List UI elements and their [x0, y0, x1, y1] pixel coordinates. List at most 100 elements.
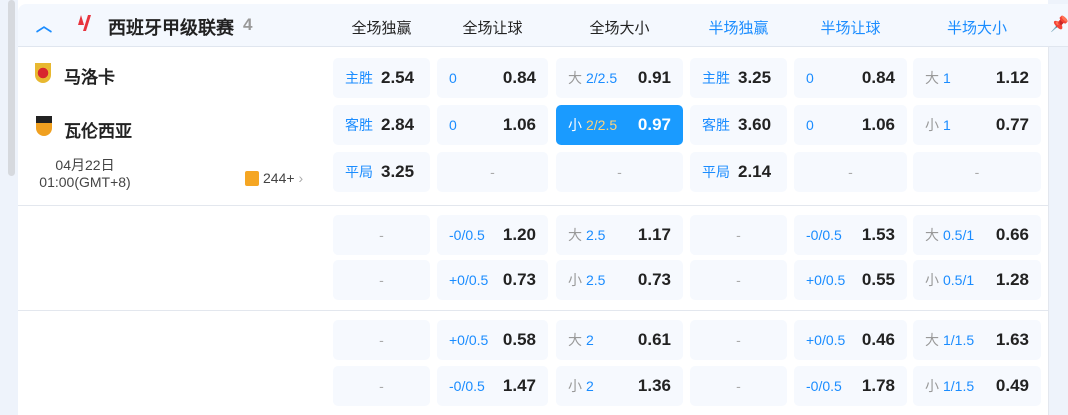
league-header — [18, 4, 1068, 47]
odds-value: 0.55 — [861, 270, 895, 289]
odds-value: 3.25 — [381, 162, 415, 181]
over-under-prefix: 小 — [925, 378, 939, 394]
odds-line: 客胜 — [345, 117, 373, 133]
odds-line: 0 — [449, 70, 457, 86]
odds-value: 2.84 — [381, 115, 415, 134]
odds-cell-empty: - — [333, 260, 430, 300]
odds-cell[interactable]: 大 2.5 1.17 — [556, 215, 683, 255]
odds-cell[interactable]: +0/0.5 0.73 — [437, 260, 548, 300]
pin-icon[interactable]: 📌 — [1050, 16, 1068, 33]
odds-value: 3.25 — [738, 68, 772, 87]
home-team-crest-icon — [35, 63, 51, 83]
odds-cell[interactable]: 平局 2.14 — [690, 152, 787, 192]
odds-value: 2.54 — [381, 68, 415, 87]
odds-cell-empty: - — [333, 320, 430, 360]
more-markets-link[interactable]: 244+ › — [245, 170, 303, 186]
odds-cell[interactable]: 0 0.84 — [437, 58, 548, 98]
odds-cell[interactable]: 0 1.06 — [794, 105, 907, 145]
match-time: 01:00(GMT+8) — [39, 174, 131, 190]
odds-cell[interactable]: 小 0.5/1 1.28 — [913, 260, 1041, 300]
odds-line: 0.5/1 — [943, 227, 975, 243]
empty-dash: - — [379, 227, 384, 243]
odds-cell[interactable]: 客胜 3.60 — [690, 105, 787, 145]
odds-cell[interactable]: 小 2 1.36 — [556, 366, 683, 406]
odds-value: 0.97 — [637, 115, 671, 134]
odds-value: 1.12 — [995, 68, 1029, 87]
odds-cell-empty: - — [690, 366, 787, 406]
odds-cell[interactable]: 大 1 1.12 — [913, 58, 1041, 98]
odds-value: 0.77 — [995, 115, 1029, 134]
odds-cell[interactable]: 平局 3.25 — [333, 152, 430, 192]
league-name[interactable]: 西班牙甲级联赛 — [108, 18, 234, 38]
odds-cell[interactable]: 小 1/1.5 0.49 — [913, 366, 1041, 406]
away-team-name[interactable]: 瓦伦西亚 — [64, 122, 132, 141]
laliga-logo-icon — [78, 15, 91, 31]
odds-line: +0/0.5 — [449, 272, 489, 288]
odds-cell-empty: - — [690, 260, 787, 300]
empty-dash: - — [379, 332, 384, 348]
over-under-prefix: 大 — [925, 70, 939, 86]
odds-cell[interactable]: -0/0.5 1.47 — [437, 366, 548, 406]
odds-cell[interactable]: 大 1/1.5 1.63 — [913, 320, 1041, 360]
odds-cell[interactable]: 小 2.5 0.73 — [556, 260, 683, 300]
odds-cell[interactable]: 客胜 2.84 — [333, 105, 430, 145]
odds-cell-empty: - — [437, 152, 548, 192]
collapse-chevron-icon[interactable]: ︿ — [36, 18, 53, 35]
league-match-count: 4 — [243, 15, 253, 34]
odds-line: +0/0.5 — [449, 332, 489, 348]
odds-cell[interactable]: +0/0.5 0.55 — [794, 260, 907, 300]
odds-cell[interactable]: -0/0.5 1.53 — [794, 215, 907, 255]
odds-cell[interactable]: 小 2/2.5 0.97 — [556, 105, 683, 145]
odds-line: 2/2.5 — [586, 70, 618, 86]
column-header: 全场大小 — [589, 20, 650, 37]
odds-value: 0.46 — [861, 330, 895, 349]
markets-count: 244+ — [263, 170, 295, 186]
odds-value: 1.36 — [637, 376, 671, 395]
divider — [18, 205, 1048, 206]
odds-cell-empty: - — [333, 215, 430, 255]
odds-value: 0.61 — [637, 330, 671, 349]
odds-line: -0/0.5 — [806, 227, 842, 243]
odds-line: 平局 — [345, 164, 373, 180]
odds-value: 0.66 — [995, 225, 1029, 244]
match-date: 04月22日 — [55, 157, 115, 173]
odds-line: 2.5 — [586, 227, 606, 243]
odds-cell[interactable]: 大 2 0.61 — [556, 320, 683, 360]
over-under-prefix: 小 — [568, 117, 582, 133]
odds-cell[interactable]: 主胜 2.54 — [333, 58, 430, 98]
odds-value: 0.84 — [502, 68, 536, 87]
markets-icon — [245, 170, 259, 186]
odds-line: -0/0.5 — [806, 378, 842, 394]
home-team-name[interactable]: 马洛卡 — [64, 68, 115, 87]
odds-cell[interactable]: 0 1.06 — [437, 105, 548, 145]
odds-value: 1.06 — [502, 115, 536, 134]
column-header: 全场让球 — [462, 20, 523, 37]
over-under-prefix: 大 — [568, 227, 582, 243]
over-under-prefix: 小 — [568, 378, 582, 394]
column-header: 半场独赢 — [708, 20, 769, 37]
odds-value: 0.49 — [995, 376, 1029, 395]
odds-cell[interactable]: +0/0.5 0.58 — [437, 320, 548, 360]
odds-cell[interactable]: 0 0.84 — [794, 58, 907, 98]
odds-cell[interactable]: 小 1 0.77 — [913, 105, 1041, 145]
odds-cell-empty: - — [794, 152, 907, 192]
empty-dash: - — [736, 227, 741, 243]
odds-cell[interactable]: 主胜 3.25 — [690, 58, 787, 98]
odds-cell[interactable]: +0/0.5 0.46 — [794, 320, 907, 360]
odds-value: 0.73 — [502, 270, 536, 289]
empty-dash: - — [736, 332, 741, 348]
odds-cell[interactable]: -0/0.5 1.20 — [437, 215, 548, 255]
odds-cell[interactable]: 大 0.5/1 0.66 — [913, 215, 1041, 255]
over-under-prefix: 小 — [925, 117, 939, 133]
odds-line: 0.5/1 — [943, 272, 975, 288]
odds-cell[interactable]: 大 2/2.5 0.91 — [556, 58, 683, 98]
odds-cell[interactable]: -0/0.5 1.78 — [794, 366, 907, 406]
odds-line: 2 — [586, 378, 594, 394]
over-under-prefix: 小 — [568, 272, 582, 288]
odds-line: 2.5 — [586, 272, 606, 288]
odds-cell-empty: - — [913, 152, 1041, 192]
over-under-prefix: 大 — [568, 70, 582, 86]
scrollbar[interactable] — [8, 0, 15, 176]
empty-dash: - — [848, 164, 853, 180]
divider — [18, 310, 1048, 311]
